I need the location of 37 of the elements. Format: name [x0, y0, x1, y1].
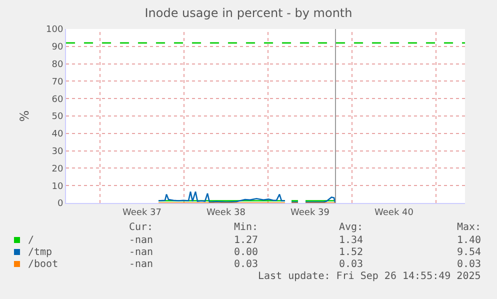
text: Min:	[234, 222, 258, 233]
text: Last update: Fri Sep 26 14:55:49 2025	[258, 271, 481, 282]
text: -nan	[129, 235, 154, 246]
text: 0.03	[457, 259, 482, 270]
y-tick-label: 10	[52, 182, 64, 192]
text: 0.00	[234, 247, 258, 258]
text: 1.52	[339, 247, 364, 258]
text: 0.03	[339, 259, 364, 270]
legend-label: /boot	[28, 259, 58, 270]
y-axis-title: %	[17, 110, 32, 122]
text: 1.27	[234, 235, 258, 246]
y-tick-label: 50	[52, 112, 64, 122]
y-tick-label: 60	[52, 94, 64, 105]
text: Max:	[457, 222, 482, 233]
y-tick-label: 0	[57, 199, 64, 210]
text: 0.03	[234, 259, 258, 270]
y-tick-label: 90	[52, 42, 64, 53]
x-tick-label: Week 37	[122, 208, 162, 218]
text: Cur:	[129, 222, 154, 233]
y-tick-label: 100	[46, 25, 64, 36]
y-tick-label: 80	[52, 60, 64, 70]
y-tick-label: 40	[52, 130, 64, 140]
legend-label: /tmp	[28, 247, 52, 258]
text: 9.54	[457, 247, 482, 258]
text: 1.34	[339, 235, 364, 246]
chart-title: Inode usage in percent - by month	[144, 6, 352, 20]
text: Avg:	[339, 222, 364, 233]
text: -nan	[129, 259, 154, 270]
y-tick-label: 20	[52, 164, 64, 174]
x-tick-label: Week 40	[374, 208, 414, 218]
y-tick-label: 70	[52, 77, 64, 88]
x-tick-label: Week 39	[290, 208, 330, 218]
text: -nan	[129, 247, 154, 258]
legend-label: /	[28, 235, 34, 246]
x-tick-label: Week 38	[206, 208, 246, 218]
text: 1.40	[457, 235, 482, 246]
y-tick-label: 30	[52, 146, 64, 157]
